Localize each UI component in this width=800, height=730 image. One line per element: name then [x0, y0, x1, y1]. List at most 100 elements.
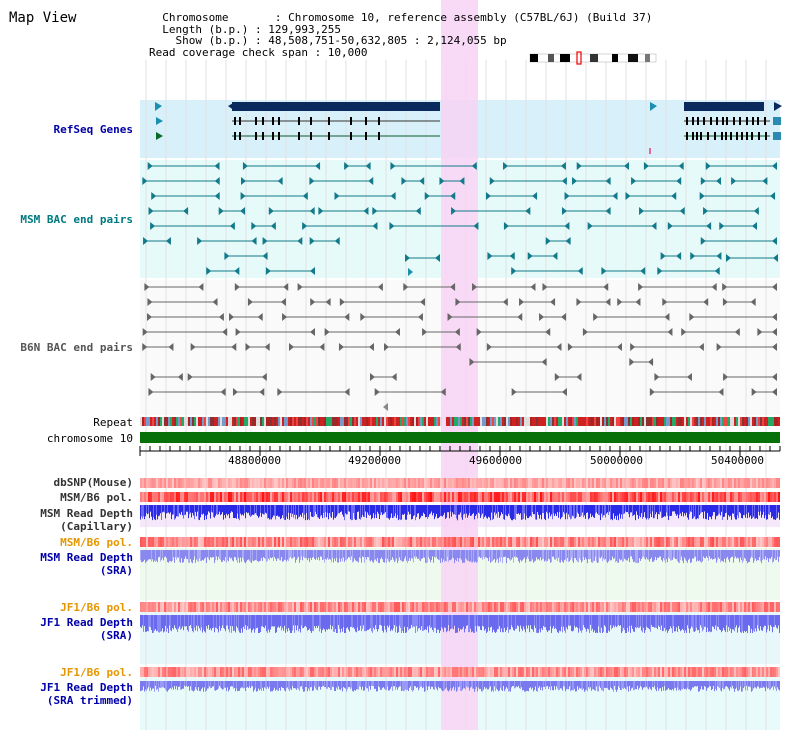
pol-heat-bin [734, 492, 736, 502]
depth-bar [415, 505, 416, 521]
pol-heat-bin [480, 492, 482, 502]
depth-bar [572, 505, 573, 516]
depth-bar [597, 550, 598, 564]
pol-heat-bin [632, 667, 634, 677]
depth-bar [140, 681, 141, 692]
depth-bar [290, 550, 291, 557]
depth-bar [243, 550, 244, 560]
depth-bar [339, 615, 340, 629]
pol-heat-bin [442, 492, 444, 502]
bac-end-marker [265, 267, 271, 275]
pol-heat-bin [706, 537, 708, 547]
depth-bar [157, 550, 158, 563]
depth-bar [710, 505, 711, 518]
depth-bar [439, 681, 440, 689]
pol-heat-bin [260, 478, 262, 488]
pol-heat-bin [656, 492, 658, 502]
pol-heat-bin [690, 492, 692, 502]
depth-bar [401, 615, 402, 633]
depth-bar [313, 550, 314, 557]
depth-bar [364, 550, 365, 563]
depth-bar [294, 681, 295, 689]
depth-bar [707, 615, 708, 628]
depth-bar [641, 505, 642, 514]
repeat-element [508, 417, 510, 426]
pol-heat-bin [296, 537, 298, 547]
pol-heat-bin [366, 478, 368, 488]
pol-heat-bin [640, 602, 642, 612]
pol-heat-bin [690, 602, 692, 612]
depth-bar [192, 505, 193, 513]
depth-bar [329, 681, 330, 688]
repeat-element [296, 417, 298, 426]
depth-bar [333, 615, 334, 632]
depth-bar [625, 615, 626, 633]
depth-bar [158, 681, 159, 692]
pol-heat-bin [152, 537, 154, 547]
depth-bar [518, 615, 519, 627]
pol-heat-bin [558, 492, 560, 502]
ideogram-band [645, 54, 650, 62]
pol-heat-bin [322, 602, 324, 612]
depth-bar [602, 681, 603, 691]
depth-bar [692, 681, 693, 688]
depth-bar [649, 681, 650, 688]
depth-bar [772, 505, 773, 517]
pol-heat-bin [624, 478, 626, 488]
pol-heat-bin [370, 537, 372, 547]
depth-bar [629, 505, 630, 518]
depth-bar [187, 681, 188, 687]
pol-heat-bin [760, 537, 762, 547]
bac-end-marker [773, 254, 778, 262]
depth-bar [615, 681, 616, 690]
depth-bar [324, 615, 325, 630]
pol-heat-bin [654, 537, 656, 547]
depth-bar [322, 550, 323, 560]
pol-heat-bin [196, 478, 198, 488]
depth-bar [399, 615, 400, 626]
depth-bar [314, 681, 315, 687]
depth-bar [609, 550, 610, 560]
depth-bar [605, 681, 606, 688]
depth-bar [446, 550, 447, 562]
pol-heat-bin [200, 667, 202, 677]
depth-bar [388, 550, 389, 562]
pol-heat-bin [610, 537, 612, 547]
pol-heat-bin [620, 478, 622, 488]
bac-end-marker [224, 252, 230, 260]
pol-heat-bin [518, 537, 520, 547]
depth-bar [297, 550, 298, 559]
pol-heat-bin [320, 492, 322, 502]
pol-heat-bin [236, 537, 238, 547]
depth-bar [200, 550, 201, 562]
depth-bar [235, 550, 236, 558]
bac-end-marker [485, 192, 491, 200]
pol-heat-bin [454, 478, 456, 488]
depth-bar [682, 505, 683, 512]
depth-bar [144, 550, 145, 560]
repeat-element [728, 417, 730, 426]
pol-heat-bin [296, 602, 298, 612]
depth-bar [659, 550, 660, 557]
pol-heat-bin [562, 492, 564, 502]
pol-heat-bin [336, 667, 338, 677]
depth-bar [300, 505, 301, 515]
pol-heat-bin [722, 602, 724, 612]
pol-heat-bin [752, 602, 754, 612]
depth-bar [142, 505, 143, 519]
depth-bar [240, 550, 241, 558]
depth-bar [284, 681, 285, 691]
repeat-element [740, 417, 742, 426]
pol-heat-bin [326, 537, 328, 547]
depth-bar [343, 615, 344, 628]
pol-heat-bin [774, 492, 776, 502]
pol-heat-bin [222, 492, 224, 502]
pol-heat-bin [250, 478, 252, 488]
pol-heat-bin [300, 478, 302, 488]
depth-bar [212, 615, 213, 629]
pol-heat-bin [508, 602, 510, 612]
depth-bar [155, 615, 156, 629]
depth-bar [180, 615, 181, 630]
depth-bar [516, 505, 517, 514]
